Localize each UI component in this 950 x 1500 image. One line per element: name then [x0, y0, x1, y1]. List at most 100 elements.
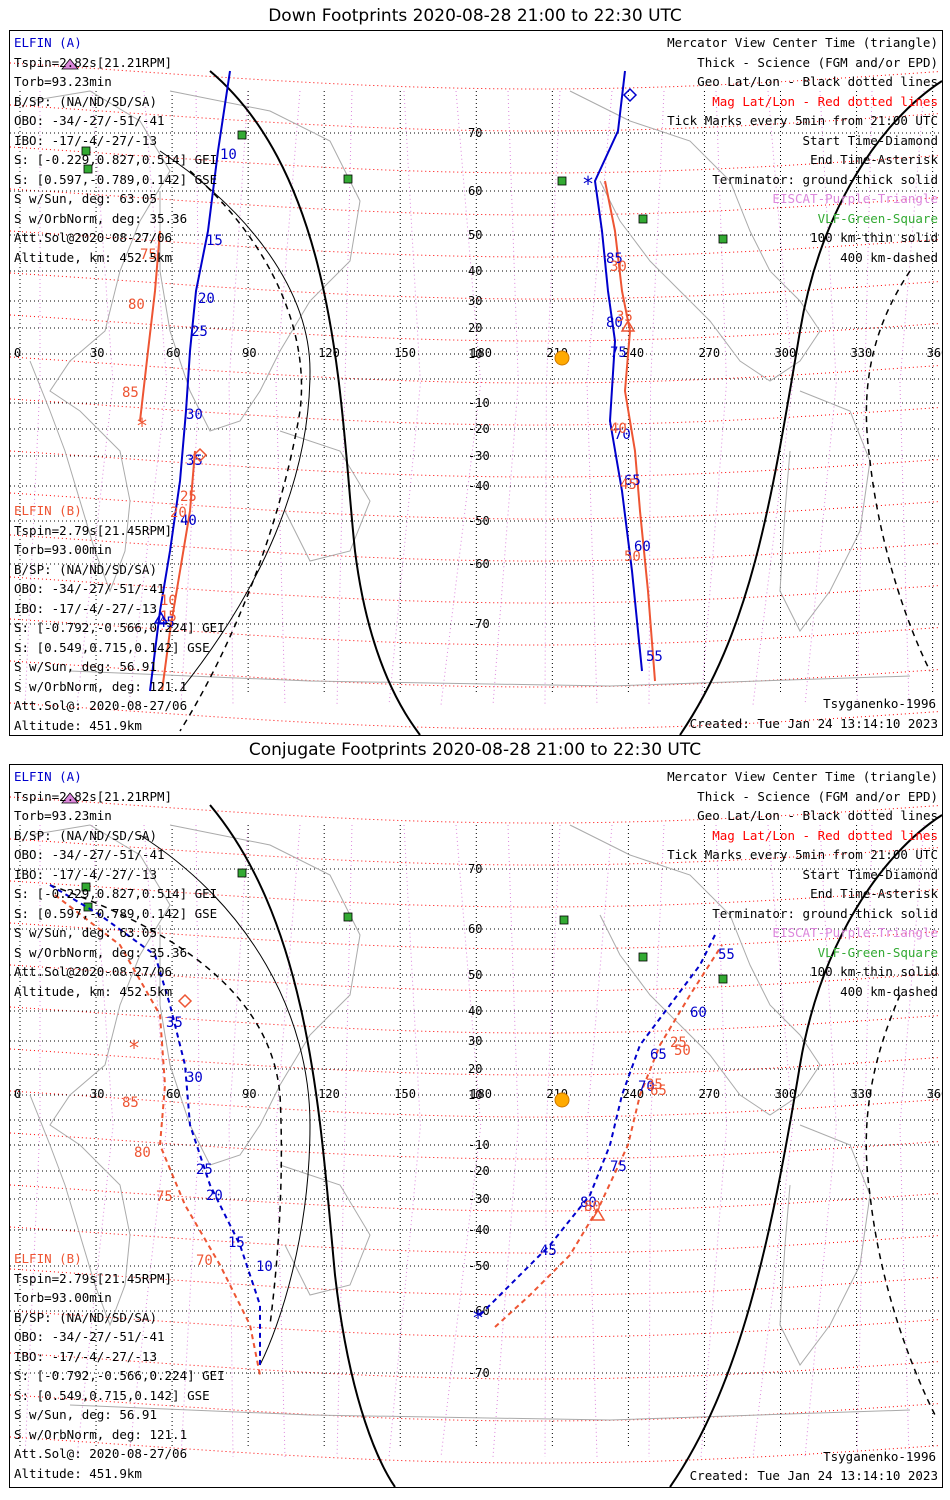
- mag-lon-line: [700, 90, 728, 706]
- elfin-b-time-label: 85: [122, 1095, 139, 1111]
- legend-item: Mag Lat/Lon - Red dotted lines: [712, 93, 938, 109]
- elfin-a-time-label: 15: [228, 1235, 245, 1251]
- elfin-b-time-label: 65: [650, 1083, 667, 1099]
- elfin-a-time-label: 15: [206, 233, 223, 249]
- lon-tick-label: 240: [622, 1087, 644, 1101]
- elfin-a-time-label: 55: [718, 947, 735, 963]
- info-line: S w/OrbNorm, deg: 121.1: [14, 678, 188, 694]
- coastline: [159, 90, 361, 432]
- info-line: S: [0.597,-0.789,0.142] GSE: [14, 905, 218, 921]
- legend-item: Thick - Science (FGM and/or EPD): [697, 54, 938, 70]
- legend-item: Geo Lat/Lon - Black dotted lines: [697, 74, 938, 89]
- coastline: [279, 430, 371, 562]
- lat-tick-label: -40: [468, 1223, 490, 1237]
- mag-lon-line: [228, 90, 249, 706]
- elfin-a-track: [49, 884, 261, 1365]
- elfin-b-time-label: 20: [170, 505, 187, 521]
- legend-item: 400 km-dashed: [840, 983, 938, 999]
- end-asterisk-icon: *: [472, 1306, 484, 1330]
- elfin-b-time-label: 15: [160, 609, 177, 625]
- info-line: S w/OrbNorm, deg: 35.36: [14, 210, 188, 226]
- legend-item: End Time-Asterisk: [810, 886, 938, 901]
- conjugate-footprints-panel: 0306090120150180210240270300330360706050…: [9, 764, 943, 1488]
- conjugate-footprints-map[interactable]: 0306090120150180210240270300330360706050…: [10, 765, 942, 1487]
- lat-tick-label: -60: [468, 1304, 490, 1318]
- coastline: [69, 670, 911, 687]
- mag-lon-line: [275, 90, 301, 706]
- info-line: Altitude, km: 452.5km: [14, 983, 173, 999]
- vlf-station-icon: [237, 130, 247, 140]
- lat-tick-label: 50: [468, 968, 482, 982]
- legend-item: Tick Marks every 5min from 21:00 UTC: [667, 847, 938, 862]
- mag-lon-line: [180, 824, 201, 1458]
- lat-tick-label: 70: [468, 862, 482, 876]
- elfin-a-time-label: 25: [196, 1162, 213, 1178]
- info-line: IBO: -17/-4/-27/-13: [14, 866, 157, 882]
- vlf-station-icon: [83, 164, 93, 174]
- legend-item: Mercator View Center Time (triangle): [667, 35, 938, 50]
- elfin-a-track: [479, 934, 716, 1316]
- elfin-b-time-label: 85: [122, 385, 139, 401]
- mag-lon-line: [544, 90, 561, 706]
- info-line: S w/Sun, deg: 56.91: [14, 1407, 157, 1422]
- elfin-a-time-label: 20: [198, 291, 215, 307]
- eiscat-station-icon: [61, 58, 79, 70]
- legend-item: Terminator: ground-thick solid: [712, 905, 938, 921]
- lat-tick-label: 30: [468, 1034, 482, 1048]
- lon-tick-label: 150: [394, 1087, 416, 1101]
- coastline: [29, 90, 171, 593]
- legend-item: Start Time-Diamond: [802, 132, 938, 148]
- coastline: [279, 1164, 371, 1296]
- coastline: [779, 1124, 871, 1366]
- elfin-b-time-label: 80: [584, 1199, 601, 1215]
- lat-tick-label: 20: [468, 321, 482, 335]
- legend-item: EISCAT-Purple-Triangle: [772, 191, 938, 206]
- vlf-station-icon: [343, 174, 353, 184]
- info-line: S w/OrbNorm, deg: 121.1: [14, 1426, 188, 1442]
- elfin-a-time-label: 80: [580, 1195, 597, 1211]
- lon-tick-label: 60: [166, 1087, 180, 1101]
- lat-tick-label: 40: [468, 264, 482, 278]
- elfin-a-time-label: 20: [206, 1188, 223, 1204]
- info-line: S w/Sun, deg: 63.05: [14, 925, 157, 940]
- elfin-b-info: ELFIN (B) Tspin=2.79s[21.45RPM] Torb=93.…: [14, 1249, 225, 1483]
- lat-tick-label: -70: [468, 617, 490, 631]
- center-triangle-icon: [620, 319, 636, 332]
- coastline: [569, 90, 821, 382]
- vlf-station-icon: [343, 912, 353, 922]
- info-line: Att.Sol@: 2020-08-27/06: [14, 1446, 188, 1461]
- elfin-a-time-label: 75: [610, 1159, 627, 1175]
- info-line: S w/OrbNorm, deg: 35.36: [14, 944, 188, 960]
- mag-lon-line: [388, 824, 421, 1458]
- elfin-a-info: ELFIN (A) Tspin=2.82s[21.21RPM] Torb=93.…: [14, 33, 217, 267]
- down-footprints-map[interactable]: 0306090120150180210240270300330360706050…: [10, 31, 942, 735]
- info-line: S: [-0.792,-0.566,0.224] GEI: [14, 620, 225, 635]
- lon-tick-label: 120: [318, 1087, 340, 1101]
- lon-tick-label: 120: [318, 346, 340, 360]
- center-triangle-icon: [590, 1208, 606, 1221]
- down-footprints-panel: 0306090120150180210240270300330360706050…: [9, 30, 943, 736]
- lon-tick-label: 0: [14, 1087, 21, 1101]
- elfin-b-time-label: 80: [134, 1145, 151, 1161]
- info-line: Torb=93.00min: [14, 1290, 112, 1305]
- model-label: Tsyganenko-1996: [823, 1449, 936, 1464]
- lon-tick-label: 90: [242, 1087, 256, 1101]
- lon-tick-label: 30: [90, 346, 104, 360]
- mag-lon-line: [648, 90, 665, 706]
- lat-tick-label: 60: [468, 922, 482, 936]
- vlf-station-icon: [81, 882, 91, 892]
- coastline: [69, 1404, 911, 1421]
- mag-lon-line: [648, 824, 665, 1458]
- elfin-a-track: [149, 70, 231, 692]
- info-line: S: [0.597,-0.789,0.142] GSE: [14, 171, 218, 187]
- elfin-a-track: [593, 70, 643, 672]
- model-label: Tsyganenko-1996: [823, 696, 936, 711]
- lon-tick-label: 60: [166, 346, 180, 360]
- info-line: S: [0.549,0.715,0.142] GSE: [14, 639, 210, 655]
- mag-lon-line: [336, 824, 353, 1458]
- mag-lon-line: [76, 90, 114, 706]
- vlf-station-icon: [638, 952, 648, 962]
- elfin-a-info: ELFIN (A) Tspin=2.82s[21.21RPM] Torb=93.…: [14, 767, 217, 1001]
- created-label: Created: Tue Jan 24 13:14:10 2023: [689, 716, 938, 731]
- elfin-a-time-label: 30: [186, 407, 203, 423]
